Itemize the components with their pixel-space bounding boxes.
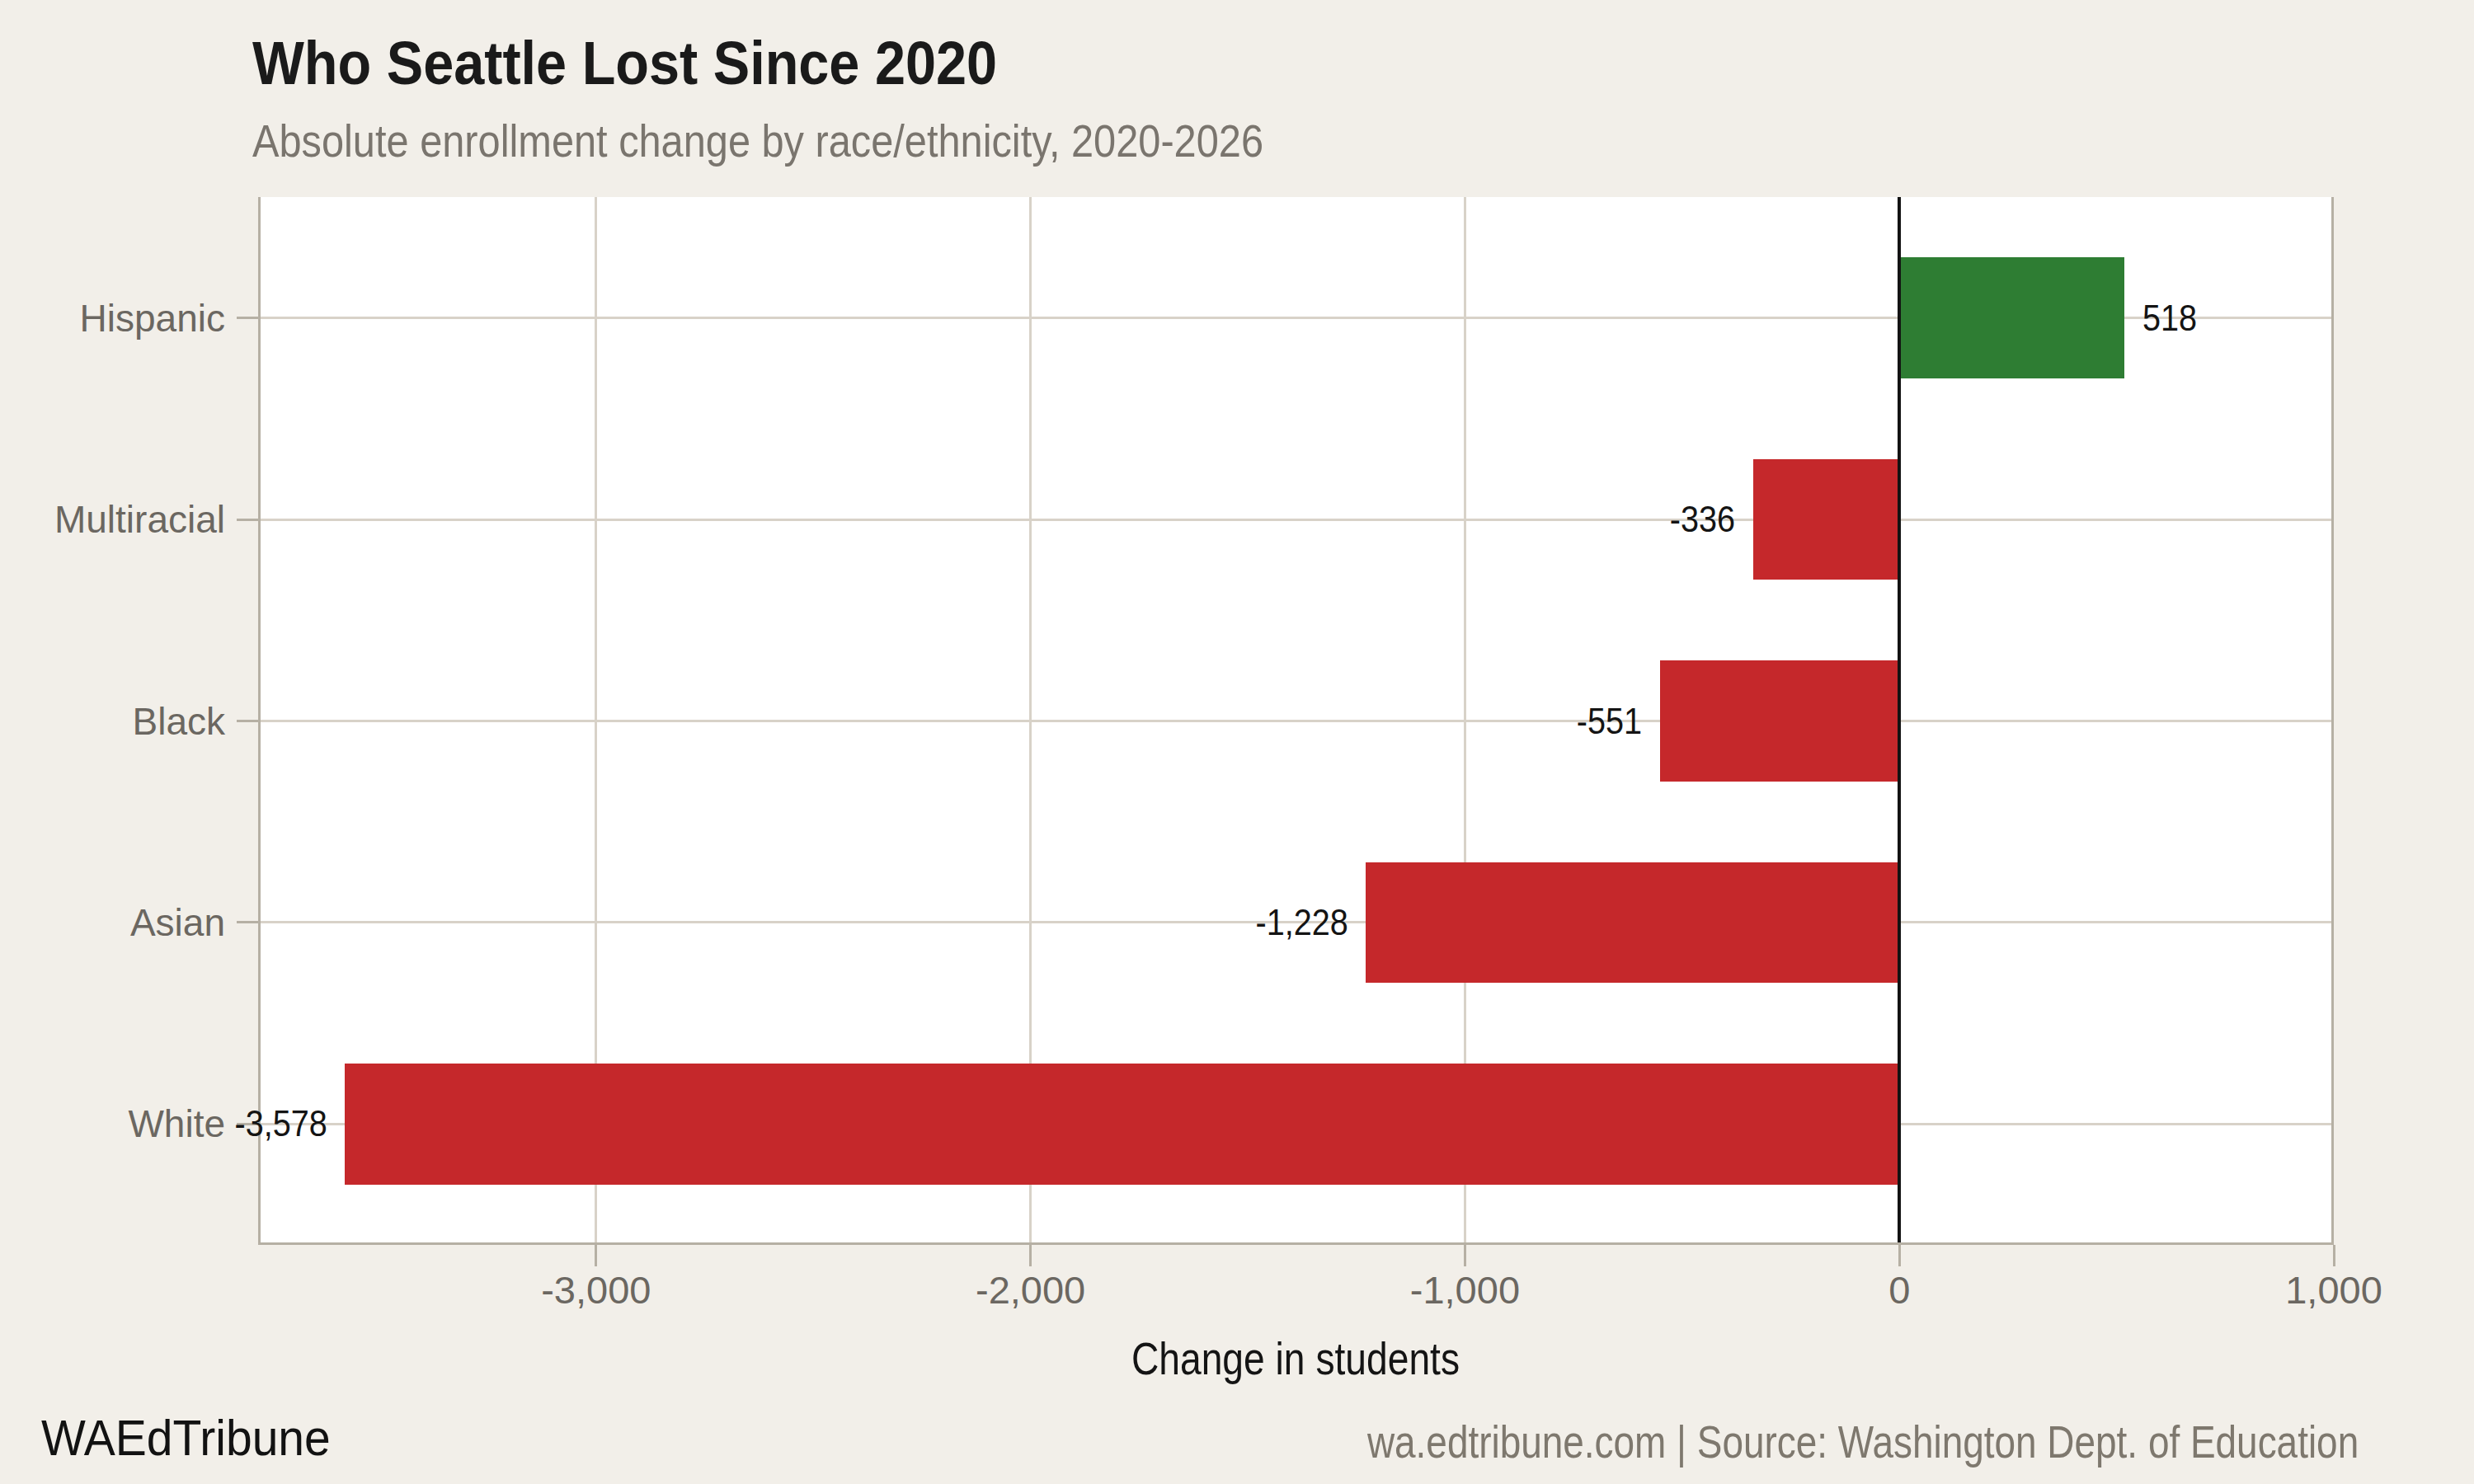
bar-value-label: -336	[1240, 492, 1735, 547]
x-tick-label: 0	[1776, 1268, 2023, 1313]
y-tick-mark	[237, 921, 258, 923]
x-tick-label: -2,000	[907, 1268, 1155, 1313]
bar-value-label: -551	[1147, 694, 1642, 749]
bar-value-label-text: -3,578	[234, 1097, 327, 1151]
category-label: Asian	[0, 895, 225, 951]
x-tick-mark	[1029, 1245, 1032, 1266]
x-axis-label-text: Change in students	[1131, 1332, 1460, 1385]
y-tick-mark	[237, 317, 258, 319]
bar	[345, 1064, 1899, 1185]
x-axis-label: Change in students	[801, 1332, 1790, 1385]
zero-axis-line	[1898, 197, 1901, 1245]
bar	[1899, 257, 2124, 378]
bar-value-label-text: 518	[2142, 291, 2197, 345]
bar-value-label-text: -336	[1670, 492, 1735, 547]
bar	[1660, 660, 1899, 782]
chart-title-text: Who Seattle Lost Since 2020	[252, 28, 997, 98]
category-label: Multiracial	[0, 491, 225, 547]
chart-title: Who Seattle Lost Since 2020	[252, 28, 1079, 98]
bar-value-label-text: -551	[1577, 694, 1642, 749]
y-tick-mark	[237, 720, 258, 722]
bar	[1753, 459, 1899, 580]
left-spine	[258, 197, 261, 1245]
x-tick-mark	[595, 1245, 597, 1266]
category-label: Black	[0, 693, 225, 749]
x-tick-mark	[2333, 1245, 2335, 1266]
bar	[1366, 862, 1899, 984]
x-tick-label: -3,000	[473, 1268, 720, 1313]
category-label: Hispanic	[0, 290, 225, 346]
bar-value-label: -1,228	[853, 895, 1348, 950]
x-tick-label: -1,000	[1341, 1268, 1588, 1313]
right-spine	[2331, 197, 2334, 1245]
bottom-spine	[258, 1242, 2334, 1245]
x-tick-mark	[1464, 1245, 1466, 1266]
chart-subtitle-text: Absolute enrollment change by race/ethni…	[252, 114, 1263, 167]
bar-value-label: -3,578	[0, 1097, 327, 1151]
x-tick-label: 1,000	[2210, 1268, 2458, 1313]
footer-attribution-text: wa.edtribune.com | Source: Washington De…	[1367, 1415, 2359, 1468]
footer-brand-text: WAEdTribune	[41, 1408, 331, 1467]
bar-value-label-text: -1,228	[1255, 895, 1348, 950]
x-tick-mark	[1898, 1245, 1901, 1266]
bar-value-label: 518	[2142, 291, 2474, 345]
footer-brand: WAEdTribune	[41, 1408, 355, 1467]
chart-subtitle: Absolute enrollment change by race/ethni…	[252, 114, 1414, 167]
y-tick-mark	[237, 519, 258, 521]
footer-attribution: wa.edtribune.com | Source: Washington De…	[874, 1415, 2359, 1468]
chart-canvas: Who Seattle Lost Since 2020 Absolute enr…	[0, 0, 2474, 1484]
